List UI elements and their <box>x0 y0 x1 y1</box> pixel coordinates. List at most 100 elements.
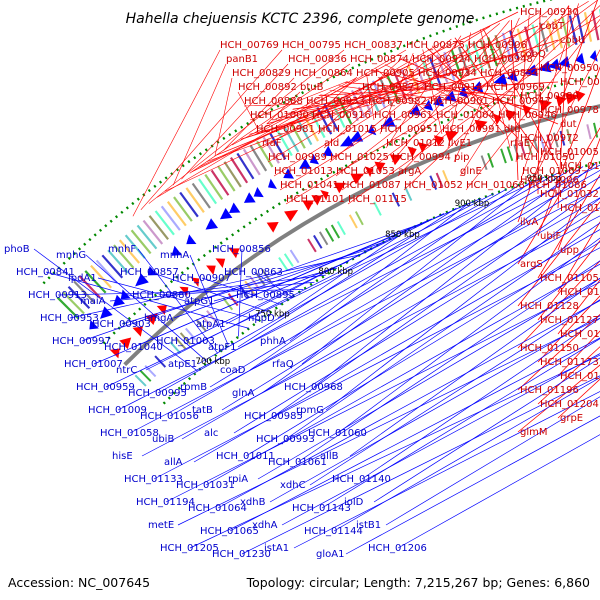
label-leader-line <box>459 5 570 177</box>
label-leader-line <box>223 77 295 151</box>
forward-gene-label: cobT <box>540 21 565 32</box>
label-leader-line <box>172 63 227 186</box>
cog-feature-bar <box>283 253 294 267</box>
label-leader-line <box>189 63 351 174</box>
cog-feature-bar <box>323 103 339 132</box>
label-leader-line <box>185 213 445 342</box>
label-leader-line <box>209 169 571 388</box>
reverse-gene-arrow <box>89 319 99 330</box>
reverse-gene-arrow <box>268 178 277 189</box>
cog-feature-bar <box>487 152 494 168</box>
forward-gene-arrow <box>215 258 226 268</box>
forward-gene-arrow <box>311 195 323 206</box>
reverse-gene-label: xdhC <box>280 480 306 491</box>
cog-feature-bar <box>443 51 456 81</box>
forward-gene-label: HCH_00989 <box>268 152 327 163</box>
label-leader-line <box>335 9 550 177</box>
label-leader-line <box>217 300 600 509</box>
reverse-gene-arrow <box>135 273 149 287</box>
cog-feature-bar <box>134 374 147 387</box>
label-leader-line <box>422 49 443 135</box>
reverse-gene-arrow <box>493 73 508 85</box>
label-leader-line <box>261 166 584 394</box>
reverse-gene-label: atpG1 <box>184 296 215 307</box>
reverse-gene-label: iolD <box>344 497 364 508</box>
forward-gene-label: HCH_00972 <box>520 133 579 144</box>
forward-gene-label: HCH_00980 <box>520 91 579 102</box>
forward-gene-label: HCH_00905 <box>356 68 415 79</box>
label-leader-line <box>237 91 259 130</box>
cog-feature-bar <box>244 280 255 294</box>
cog-feature-bar <box>56 296 80 320</box>
forward-gene-label: HCH_00795 <box>282 40 341 51</box>
cog-feature-bar <box>210 169 230 196</box>
cog-feature-bar <box>204 174 224 201</box>
kbp-tick-label: 800 kbp <box>318 267 353 277</box>
forward-gene-label: HCH_01025 <box>330 152 389 163</box>
label-leader-line <box>275 91 363 120</box>
forward-gene-arrow <box>444 130 459 143</box>
cog-feature-bar <box>191 182 211 209</box>
cog-feature-bar <box>73 280 96 304</box>
cog-feature-bar <box>373 201 382 216</box>
cog-feature-bar <box>526 140 533 156</box>
forward-gene-label: HCH_00946 <box>498 110 557 121</box>
cog-feature-bar <box>538 22 549 53</box>
forward-gene-arrow <box>228 248 240 259</box>
forward-gene-label: HCH_01101 <box>286 194 345 205</box>
label-leader-line <box>97 277 260 321</box>
label-leader-line <box>255 60 395 135</box>
cog-feature-bar <box>256 140 274 168</box>
reverse-gene-arrow <box>112 294 125 307</box>
reverse-gene-label: HCH_01003 <box>156 336 215 347</box>
cog-feature-bar <box>500 148 507 164</box>
label-leader-line <box>181 197 600 440</box>
label-leader-line <box>141 215 600 457</box>
reverse-gene-label: allB <box>320 451 339 462</box>
forward-gene-label: HCH_01032 <box>540 189 599 200</box>
forward-gene-arrow <box>284 209 299 222</box>
forward-gene-label: panB1 <box>226 54 258 65</box>
cog-feature-bar <box>364 83 380 112</box>
reverse-gene-label: HCH_00953 <box>40 313 99 324</box>
cog-feature-bar <box>223 161 242 188</box>
forward-gene-label: HCH_01001 <box>560 161 600 172</box>
reverse-gene-label: HCH_00985 <box>244 411 303 422</box>
reverse-gene-label: HCH_01144 <box>304 526 363 537</box>
reverse-gene-label: atpF1 <box>208 342 237 353</box>
forward-gene-label: HCH_00948 <box>474 54 533 65</box>
label-leader-line <box>257 277 600 480</box>
reverse-gene-arrow <box>171 245 182 256</box>
label-leader-line <box>221 176 600 411</box>
label-leader-line <box>537 240 600 321</box>
label-leader-line <box>245 241 600 457</box>
forward-gene-label: HCH_01052 <box>404 180 463 191</box>
label-leader-line <box>281 353 600 526</box>
cog-feature-bar <box>533 138 540 154</box>
forward-gene-arrow <box>565 92 579 105</box>
label-leader-line <box>197 188 507 365</box>
cog-feature-bar <box>553 18 563 49</box>
reverse-gene-label: HCH_00841 <box>16 267 75 278</box>
reverse-gene-label: HCH_00856 <box>212 244 271 255</box>
reverse-gene-arrow <box>205 218 219 230</box>
reverse-gene-label: hppD <box>248 313 275 324</box>
forward-gene-label: HCH_01173 <box>540 357 599 368</box>
label-leader-line <box>93 198 482 365</box>
label-leader-line <box>149 271 271 313</box>
genome-summary-text: Topology: circular; Length: 7,215,267 bp… <box>246 575 590 590</box>
label-leader-line <box>205 263 600 486</box>
label-leader-line <box>231 77 357 146</box>
cog-feature-bar <box>173 196 193 222</box>
reverse-gene-arrow <box>381 115 396 127</box>
forward-gene-label: HCH_01012 <box>386 138 445 149</box>
reverse-gene-label: mnhF <box>108 244 136 255</box>
label-leader-line <box>241 375 600 555</box>
forward-gene-label: HCH_01150 <box>520 343 579 354</box>
cog-feature-bar <box>67 285 91 310</box>
reverse-gene-arrow <box>409 104 422 116</box>
label-leader-line <box>273 186 600 417</box>
forward-gene-arrow <box>364 166 373 178</box>
cog-feature-bar <box>160 205 181 231</box>
cog-feature-bar <box>586 124 592 140</box>
